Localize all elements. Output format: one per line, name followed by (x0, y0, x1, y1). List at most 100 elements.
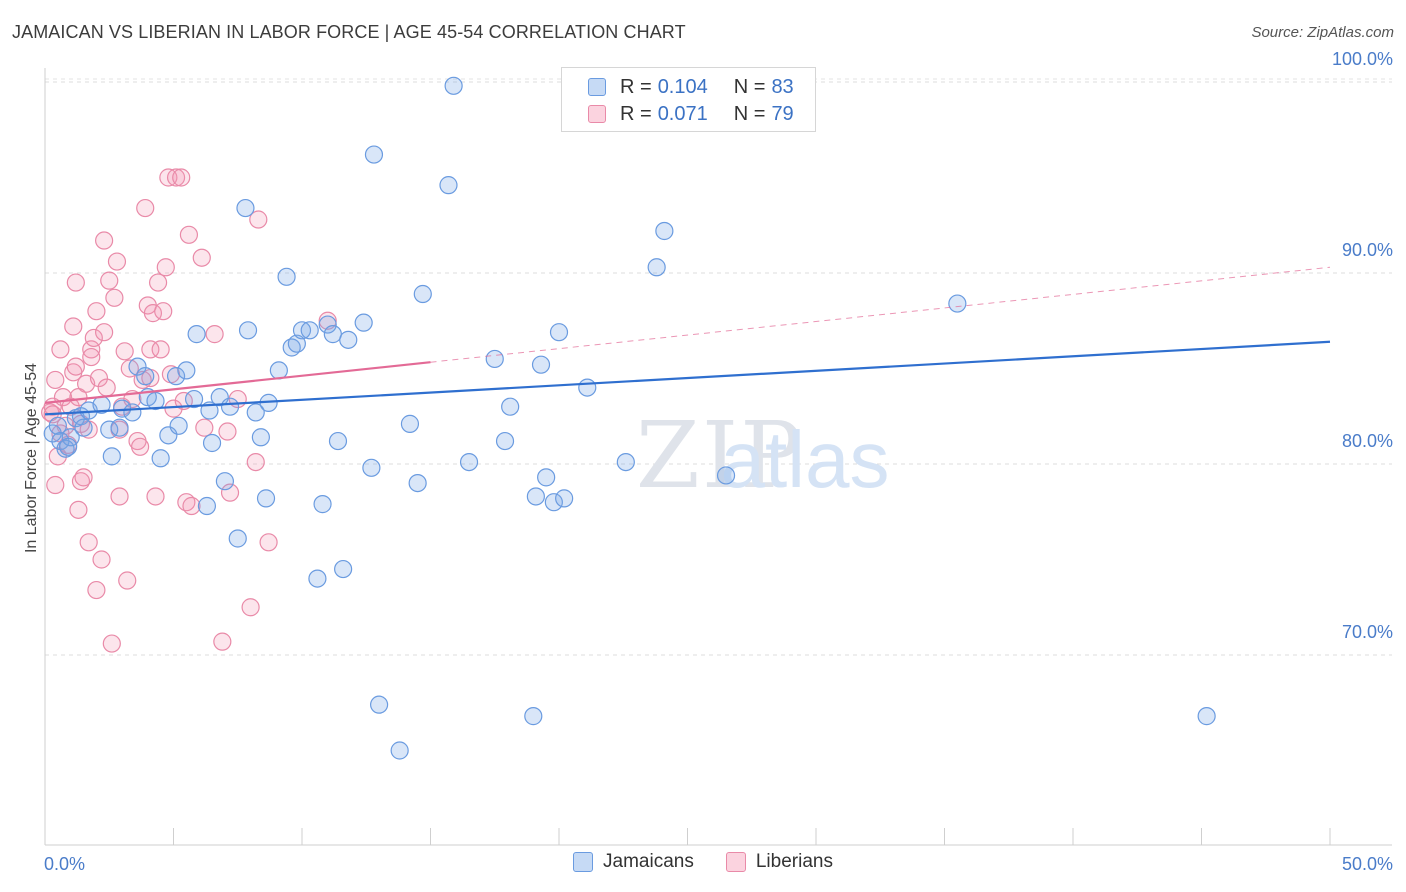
liberian-point (249, 210, 268, 229)
legend-swatch-jamaicans (588, 78, 606, 96)
jamaican-point (123, 403, 142, 422)
jamaican-point (716, 466, 736, 485)
jamaican-point (300, 321, 319, 340)
jamaican-point (354, 313, 373, 332)
jamaican-point (277, 267, 296, 286)
jamaican-point (655, 221, 674, 241)
correlation-legend: R = 0.104 N = 83 R = 0.071 N = 79 (561, 67, 816, 132)
jamaican-point (485, 349, 504, 369)
jamaican-point (166, 367, 186, 386)
jamaican-point (444, 76, 463, 95)
jamaican-point (948, 294, 967, 313)
jamaican-point (526, 487, 545, 506)
liberian-point (79, 533, 98, 552)
jamaican-point (102, 447, 121, 466)
chart-title: JAMAICAN VS LIBERIAN IN LABOR FORCE | AG… (12, 22, 686, 42)
jamaican-point (215, 472, 234, 491)
legend-row-liberians: R = 0.071 N = 79 (588, 101, 794, 127)
liberian-point (84, 328, 103, 348)
jamaican-point (228, 529, 247, 548)
liberian-point (46, 370, 65, 390)
liberian-point (146, 487, 165, 506)
liberians-points (41, 168, 337, 653)
jamaican-point (524, 707, 543, 726)
liberian-point (195, 418, 214, 437)
jamaican-point (269, 361, 288, 380)
legend-swatch-liberians (725, 852, 746, 872)
jamaican-point (251, 428, 270, 447)
jamaican-point (202, 433, 222, 453)
liberians-trend-extension (430, 266, 1331, 363)
jamaican-point (48, 416, 67, 435)
tick-labels: 70.0% 80.0% 90.0% 100.0% 0.0% 50.0% (44, 49, 1393, 874)
watermark: ZIP (636, 402, 804, 509)
liberian-point (172, 168, 191, 187)
jamaican-point (187, 325, 206, 344)
liberian-point (241, 598, 260, 617)
liberian-point (46, 475, 65, 495)
jamaican-point (390, 741, 409, 760)
jamaican-point (459, 452, 479, 472)
liberian-point (213, 632, 232, 651)
liberian-point (69, 388, 88, 407)
jamaican-point (146, 391, 165, 411)
jamaican-point (647, 258, 666, 277)
liberian-point (74, 468, 93, 487)
liberian-point (64, 317, 83, 336)
y-axis-label: In Labor Force | Age 45-54 (23, 363, 40, 553)
jamaican-point (59, 437, 78, 456)
liberian-point (87, 580, 106, 600)
jamaican-point (151, 449, 170, 468)
liberian-point (110, 487, 129, 506)
y-tick-label: 90.0% (1342, 240, 1393, 260)
jamaican-point (220, 397, 240, 416)
jamaican-point (197, 496, 217, 516)
jamaican-point (246, 403, 265, 422)
liberian-point (141, 340, 160, 359)
liberian-point (154, 302, 173, 321)
jamaican-point (616, 452, 635, 472)
legend-r-value: 0.071 (657, 102, 708, 125)
jamaican-point (549, 323, 569, 342)
jamaican-point (318, 315, 337, 334)
jamaicans-points (43, 72, 1216, 760)
liberian-point (95, 231, 114, 250)
liberian-point (192, 248, 211, 267)
liberian-point (100, 271, 119, 290)
y-tick-label: 70.0% (1342, 622, 1393, 642)
liberian-point (318, 311, 337, 330)
jamaican-point (537, 468, 556, 487)
liberian-point (136, 198, 155, 218)
jamaican-point (544, 493, 563, 512)
liberian-point (107, 252, 127, 271)
y-tick-label: 100.0% (1332, 49, 1393, 69)
jamaican-point (339, 330, 358, 349)
legend-swatch-jamaicans (573, 852, 594, 872)
liberian-point (246, 452, 265, 472)
jamaican-point (334, 559, 353, 579)
jamaican-point (308, 569, 327, 588)
legend-item-liberians[interactable]: Liberians (725, 851, 833, 873)
jamaican-point (256, 489, 276, 508)
jamaican-point (364, 145, 384, 164)
jamaican-point (169, 416, 188, 435)
jamaican-point (531, 355, 551, 374)
liberian-point (51, 340, 70, 359)
legend-row-jamaicans: R = 0.104 N = 83 (588, 74, 794, 100)
liberian-point (218, 422, 237, 441)
legend-r-value: 0.104 (657, 75, 708, 98)
grid-lines (45, 78, 1392, 656)
axes (44, 68, 1392, 846)
legend-item-jamaicans[interactable]: Jamaicans (573, 851, 694, 873)
y-tick-label: 80.0% (1342, 431, 1393, 451)
jamaican-point (328, 431, 348, 451)
jamaican-point (1197, 707, 1216, 726)
liberian-point (205, 325, 224, 344)
series-legend: Jamaicans Liberians (0, 851, 1406, 873)
jamaican-point (408, 474, 427, 493)
jamaican-point (439, 176, 458, 195)
jamaican-point (292, 321, 312, 340)
trend-lines (44, 266, 1331, 416)
jamaican-point (177, 361, 196, 380)
